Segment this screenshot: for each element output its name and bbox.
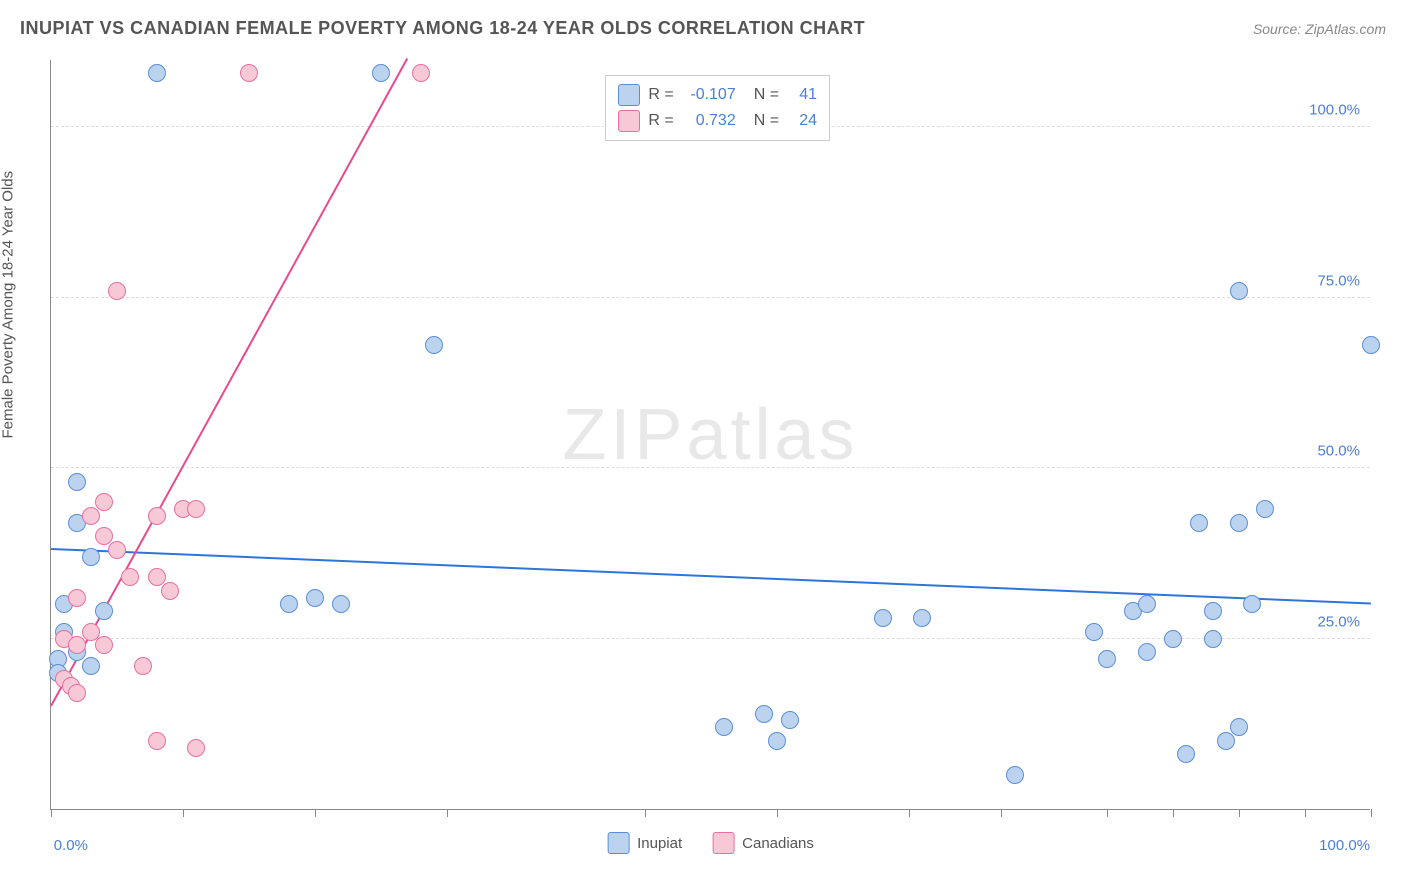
- scatter-point-blue: [1230, 514, 1248, 532]
- bottom-legend-label: Inupiat: [637, 835, 682, 852]
- legend-n-value: 41: [787, 86, 817, 104]
- scatter-point-blue: [82, 548, 100, 566]
- x-tick: [1173, 809, 1174, 817]
- legend-r-value: -0.107: [682, 86, 736, 104]
- scatter-point-pink: [108, 282, 126, 300]
- scatter-point-pink: [240, 64, 258, 82]
- scatter-point-blue: [715, 718, 733, 736]
- scatter-point-pink: [95, 636, 113, 654]
- x-tick: [1305, 809, 1306, 817]
- scatter-point-blue: [306, 589, 324, 607]
- scatter-point-blue: [1138, 643, 1156, 661]
- legend-r-value: 0.732: [682, 112, 736, 130]
- scatter-point-blue: [1138, 595, 1156, 613]
- scatter-point-pink: [95, 493, 113, 511]
- scatter-point-blue: [372, 64, 390, 82]
- x-tick: [315, 809, 316, 817]
- legend-stats-box: R = -0.107 N = 41 R = 0.732 N = 24: [605, 75, 830, 141]
- x-tick-label: 0.0%: [54, 837, 88, 854]
- legend-swatch: [618, 110, 640, 132]
- scatter-point-blue: [755, 705, 773, 723]
- x-tick: [1001, 809, 1002, 817]
- legend-r-label: R =: [648, 112, 673, 130]
- scatter-point-pink: [68, 684, 86, 702]
- scatter-point-blue: [913, 609, 931, 627]
- chart-title: INUPIAT VS CANADIAN FEMALE POVERTY AMONG…: [20, 18, 865, 39]
- legend-n-value: 24: [787, 112, 817, 130]
- scatter-point-blue: [425, 336, 443, 354]
- watermark: ZIPatlas: [562, 394, 858, 476]
- legend-swatch: [607, 832, 629, 854]
- scatter-point-blue: [1164, 630, 1182, 648]
- scatter-point-pink: [82, 507, 100, 525]
- scatter-point-blue: [781, 711, 799, 729]
- chart-header: INUPIAT VS CANADIAN FEMALE POVERTY AMONG…: [20, 18, 1386, 39]
- scatter-point-blue: [1256, 500, 1274, 518]
- y-tick-label: 75.0%: [1317, 272, 1360, 289]
- x-tick: [645, 809, 646, 817]
- scatter-point-blue: [1362, 336, 1380, 354]
- bottom-legend: Inupiat Canadians: [607, 832, 814, 854]
- grid-line-h: [51, 297, 1370, 298]
- y-tick-label: 50.0%: [1317, 443, 1360, 460]
- scatter-point-blue: [1098, 650, 1116, 668]
- scatter-point-pink: [108, 541, 126, 559]
- x-tick: [777, 809, 778, 817]
- scatter-point-blue: [82, 657, 100, 675]
- scatter-point-blue: [148, 64, 166, 82]
- bottom-legend-label: Canadians: [742, 835, 814, 852]
- legend-n-label: N =: [754, 112, 779, 130]
- legend-swatch: [712, 832, 734, 854]
- grid-line-h: [51, 467, 1370, 468]
- scatter-point-blue: [280, 595, 298, 613]
- bottom-legend-item: Inupiat: [607, 832, 682, 854]
- x-tick: [1107, 809, 1108, 817]
- scatter-point-pink: [161, 582, 179, 600]
- scatter-point-pink: [187, 500, 205, 518]
- scatter-point-blue: [1217, 732, 1235, 750]
- x-tick: [447, 809, 448, 817]
- x-tick: [1371, 809, 1372, 817]
- chart-source: Source: ZipAtlas.com: [1253, 21, 1386, 37]
- scatter-point-blue: [68, 473, 86, 491]
- plot-area: ZIPatlas 25.0%50.0%75.0%100.0%0.0%100.0%…: [50, 60, 1370, 810]
- scatter-point-blue: [1230, 718, 1248, 736]
- scatter-point-blue: [1204, 630, 1222, 648]
- legend-swatch: [618, 84, 640, 106]
- y-tick-label: 100.0%: [1309, 102, 1360, 119]
- scatter-point-blue: [1085, 623, 1103, 641]
- scatter-point-blue: [1204, 602, 1222, 620]
- x-tick: [909, 809, 910, 817]
- scatter-point-pink: [187, 739, 205, 757]
- legend-n-label: N =: [754, 86, 779, 104]
- x-tick: [1239, 809, 1240, 817]
- scatter-point-pink: [121, 568, 139, 586]
- y-axis-title: Female Poverty Among 18-24 Year Olds: [0, 171, 17, 439]
- scatter-point-blue: [768, 732, 786, 750]
- scatter-point-pink: [412, 64, 430, 82]
- legend-stats-row: R = -0.107 N = 41: [618, 82, 817, 108]
- x-tick: [51, 809, 52, 817]
- scatter-point-blue: [1006, 766, 1024, 784]
- scatter-point-blue: [95, 602, 113, 620]
- scatter-point-blue: [1190, 514, 1208, 532]
- trend-line-blue: [51, 548, 1371, 605]
- scatter-point-blue: [1243, 595, 1261, 613]
- scatter-point-pink: [68, 589, 86, 607]
- scatter-point-pink: [68, 636, 86, 654]
- scatter-point-pink: [134, 657, 152, 675]
- x-tick-label: 100.0%: [1319, 837, 1370, 854]
- x-tick: [183, 809, 184, 817]
- scatter-point-blue: [1230, 282, 1248, 300]
- scatter-point-blue: [1177, 745, 1195, 763]
- bottom-legend-item: Canadians: [712, 832, 814, 854]
- y-tick-label: 25.0%: [1317, 613, 1360, 630]
- scatter-point-blue: [874, 609, 892, 627]
- legend-stats-row: R = 0.732 N = 24: [618, 108, 817, 134]
- scatter-point-blue: [332, 595, 350, 613]
- legend-r-label: R =: [648, 86, 673, 104]
- scatter-point-pink: [148, 507, 166, 525]
- scatter-point-pink: [148, 732, 166, 750]
